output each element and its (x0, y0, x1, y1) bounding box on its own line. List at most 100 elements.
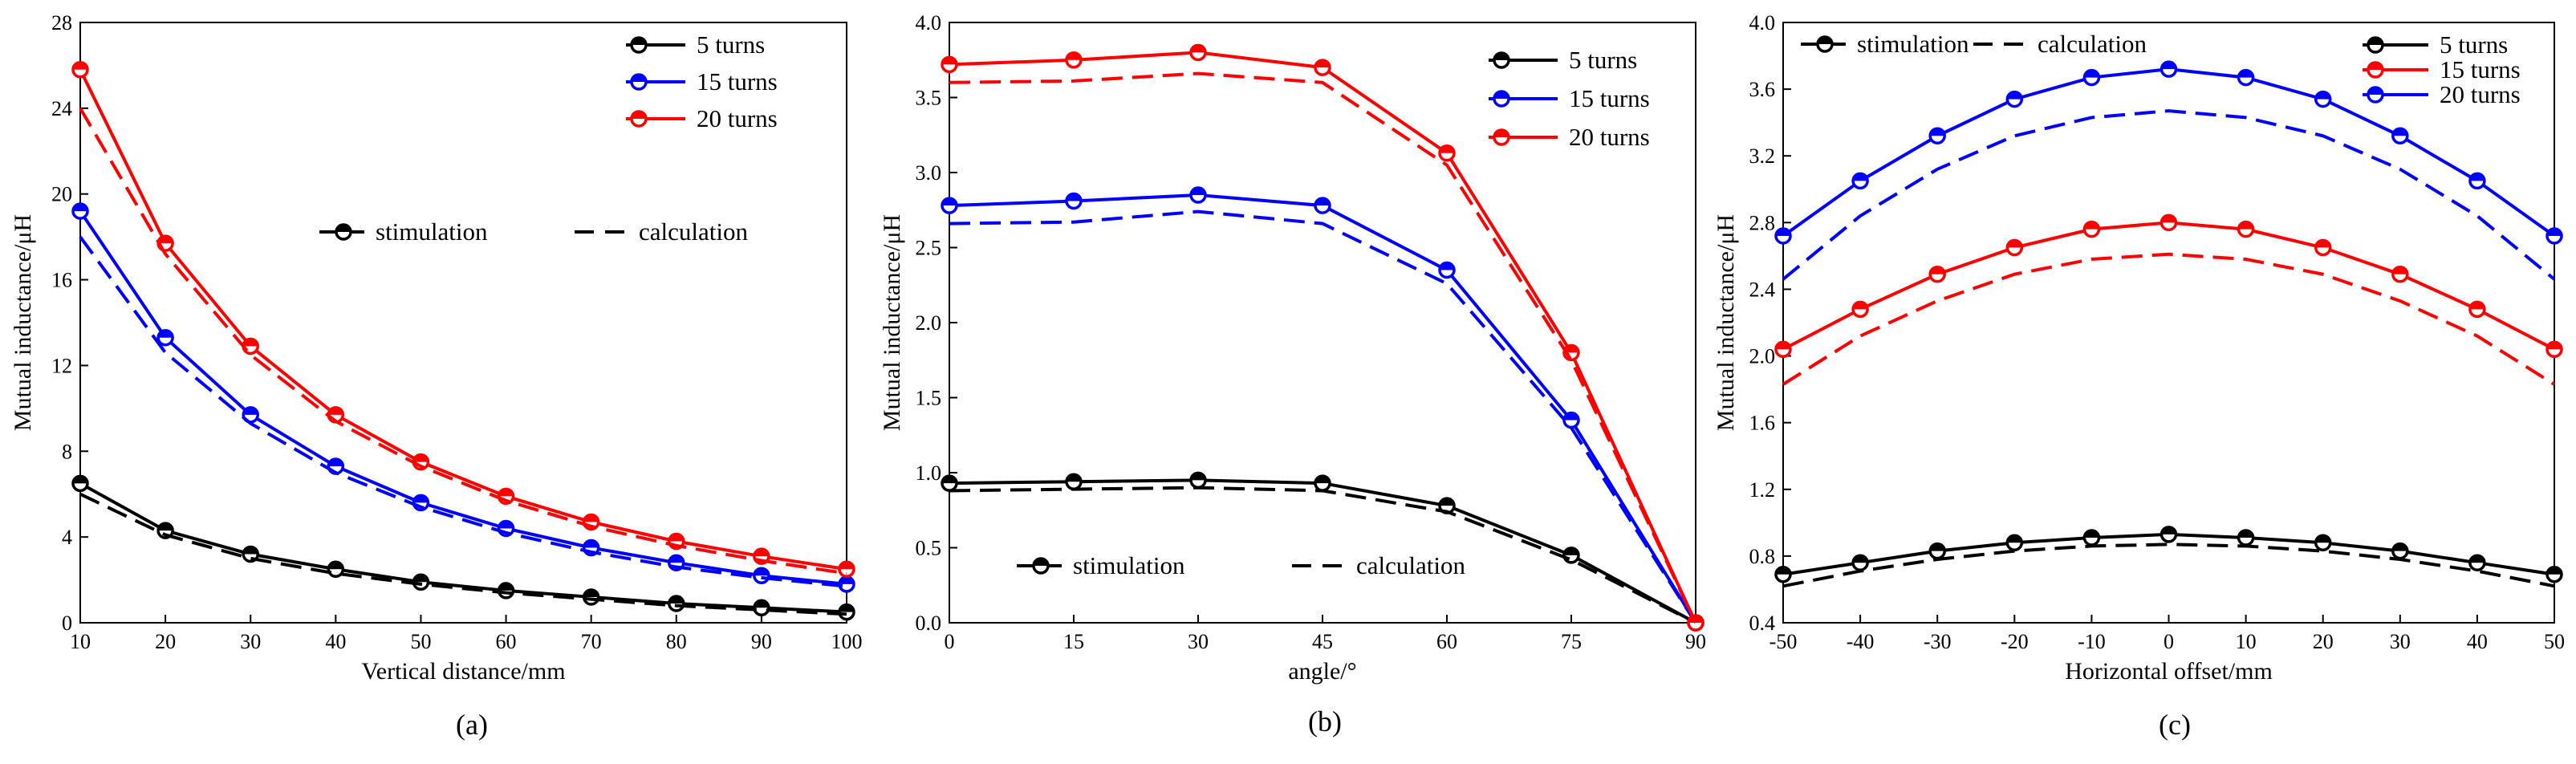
data-point-fill (73, 476, 87, 484)
y-tick-label: 0.5 (916, 537, 942, 560)
legend-marker-fill (2368, 38, 2383, 45)
data-point-fill (2161, 215, 2176, 223)
x-tick-label: 10 (70, 630, 91, 653)
legend-style-label: stimulation (1857, 30, 1969, 58)
data-point-fill (2547, 228, 2562, 236)
legend-label: 5 turns (2440, 30, 2508, 59)
data-point-fill (1564, 412, 1579, 421)
legend-marker-fill (1494, 53, 1509, 60)
data-point-fill (1776, 567, 1790, 575)
data-point-fill (498, 521, 514, 529)
data-point-fill (2315, 240, 2330, 248)
x-tick-label: 75 (1561, 630, 1582, 653)
x-tick-label: 20 (155, 630, 176, 653)
data-point-fill (1440, 145, 1454, 153)
x-tick-label: 10 (2236, 630, 2257, 653)
series-line-5-turns-stimulation (949, 478, 1696, 624)
y-axis-label: Mutual inductance/μH (879, 214, 905, 431)
data-point-fill (498, 583, 514, 591)
y-tick-label: 1.0 (916, 461, 942, 485)
series-line-15-turns-stimulation (949, 193, 1697, 624)
data-point-fill (754, 568, 769, 576)
y-tick-label: 0 (62, 612, 72, 635)
data-point-fill (328, 562, 343, 570)
data-point-fill (1440, 262, 1454, 270)
data-point-fill (2007, 240, 2022, 248)
y-tick-label: 0.0 (916, 612, 942, 635)
data-point-fill (158, 236, 173, 244)
y-tick-label: 4.0 (916, 11, 942, 35)
series-line-15-turns-calculation (1782, 252, 2556, 386)
y-tick-label: 0.8 (1749, 545, 1776, 568)
legend-label: 15 turns (2440, 55, 2521, 83)
data-point-fill (1853, 555, 1868, 563)
y-tick-label: 28 (51, 11, 72, 35)
data-point-fill (839, 562, 854, 570)
data-point-fill (1067, 193, 1081, 201)
series-line-20-turns-stimulation (79, 68, 847, 571)
data-point-fill (2084, 221, 2099, 230)
series-line-5-turns-calculation (949, 486, 1696, 624)
data-point-fill (942, 476, 957, 484)
data-point-fill (2469, 555, 2485, 563)
data-point-fill (2469, 173, 2485, 181)
legend-style-label: calculation (639, 217, 748, 246)
data-point-fill (1853, 302, 1868, 310)
data-point-fill (754, 549, 769, 557)
data-point-fill (2161, 62, 2176, 70)
data-point-fill (328, 407, 343, 415)
data-point-fill (1564, 345, 1579, 353)
y-tick-label: 3.6 (1749, 78, 1776, 101)
x-tick-label: 100 (831, 630, 863, 653)
x-tick-label: 50 (2544, 630, 2565, 653)
legend-style-label: stimulation (1073, 551, 1185, 579)
data-point-fill (1853, 173, 1868, 181)
y-tick-label: 2.4 (1749, 278, 1776, 301)
data-point-fill (73, 204, 87, 212)
data-point-fill (668, 534, 684, 542)
data-point-fill (1315, 198, 1330, 206)
series-line-15-turns-stimulation (79, 209, 847, 586)
x-tick-label: 0 (945, 630, 955, 653)
data-point-fill (583, 540, 599, 548)
x-tick-label: 20 (2313, 630, 2334, 653)
chart-panel-c: 0.4 0.8 1.2 1.6 2.0 2.4 2.8 3.2 3.6 4.0 -50 -40 -30 -… (1713, 11, 2565, 741)
x-tick-label: 45 (1312, 630, 1333, 653)
y-tick-label: 3.5 (916, 87, 942, 110)
legend-marker-fill (632, 75, 646, 82)
data-point-fill (1191, 188, 1205, 196)
x-tick-label: 40 (2467, 630, 2488, 653)
panel-label: (a) (456, 709, 488, 741)
data-point-fill (1930, 266, 1945, 274)
data-point-fill (2469, 302, 2485, 310)
x-tick-label: 70 (581, 630, 602, 653)
x-tick-label: 0 (2164, 630, 2174, 653)
data-point-fill (583, 589, 599, 597)
y-tick-label: 16 (51, 269, 72, 292)
data-point-fill (1564, 547, 1579, 555)
data-point-fill (2392, 128, 2407, 136)
y-tick-label: 2.0 (916, 311, 942, 335)
data-point-fill (1315, 60, 1330, 68)
data-point-fill (413, 495, 429, 503)
data-point-fill (243, 407, 258, 415)
y-tick-label: 3.0 (916, 161, 942, 185)
y-tick-label: 12 (51, 354, 72, 377)
x-tick-label: -50 (1769, 630, 1798, 653)
y-tick-label: 0.4 (1749, 612, 1776, 635)
data-point-fill (1315, 476, 1330, 484)
data-point-fill (1067, 52, 1081, 60)
panel-label: (b) (1308, 705, 1342, 738)
x-axis-label: Vertical distance/mm (361, 658, 565, 685)
y-axis-label: Mutual inductance/μH (1713, 214, 1739, 431)
data-point-fill (1776, 228, 1790, 236)
legend-label: 20 turns (1569, 123, 1650, 151)
legend-marker-fill (632, 112, 646, 119)
x-tick-label: 30 (240, 630, 261, 653)
data-point-fill (2392, 266, 2407, 274)
legend-style-marker-fill (1818, 37, 1832, 44)
plot-frame (949, 22, 1696, 624)
y-tick-label: 24 (51, 97, 72, 120)
series-line-20-turns-stimulation (1782, 67, 2556, 238)
